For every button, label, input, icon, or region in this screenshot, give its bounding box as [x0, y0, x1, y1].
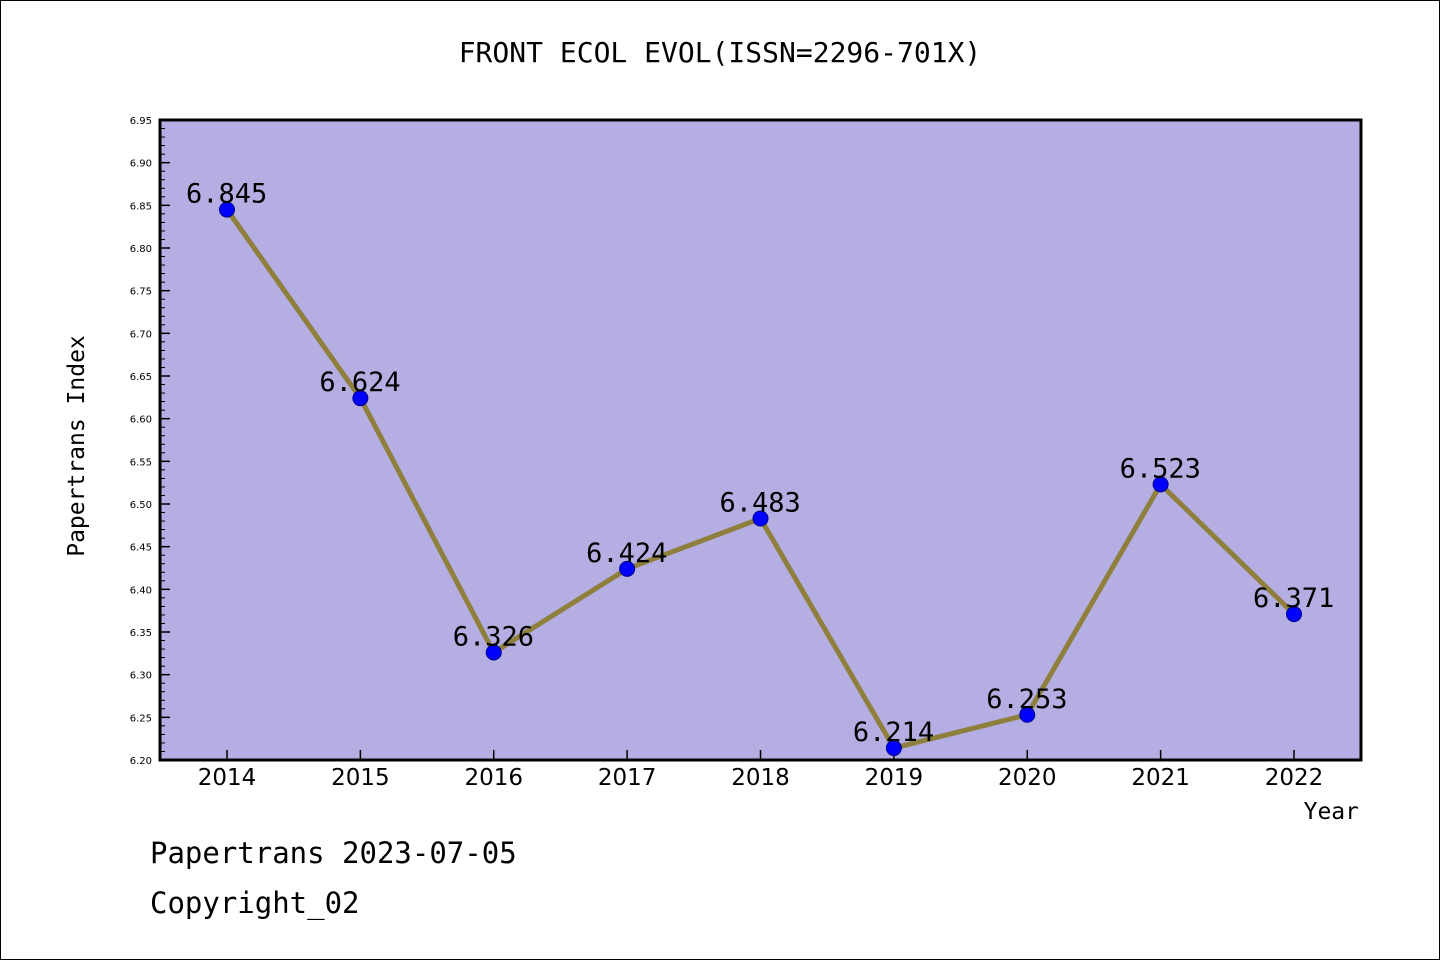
- data-label: 6.845: [186, 179, 267, 210]
- x-tick-label: 2014: [198, 765, 257, 791]
- x-tick-label: 2018: [731, 765, 790, 791]
- data-label: 6.424: [586, 538, 667, 569]
- chart-title: FRONT ECOL EVOL(ISSN=2296-701X): [458, 36, 982, 69]
- y-tick-label: 6.30: [130, 671, 152, 682]
- footer-copyright: Copyright_02: [150, 886, 360, 920]
- data-label: 6.326: [453, 621, 534, 652]
- y-tick-label: 6.50: [130, 500, 152, 511]
- data-points: [219, 201, 1302, 757]
- x-ticks: [226, 750, 1295, 760]
- y-tick-label: 6.60: [130, 415, 152, 426]
- y-tick-label: 6.75: [130, 287, 152, 298]
- y-tick-label: 6.90: [130, 159, 152, 170]
- y-tick-label: 6.20: [130, 756, 152, 767]
- y-tick-label: 6.45: [130, 543, 152, 554]
- y-tick-label: 6.25: [130, 713, 152, 724]
- x-tick-labels: 2014 2015 2016 2017 2018 2019 2020 2021 2022: [198, 765, 1324, 791]
- x-tick-label: 2016: [464, 765, 523, 791]
- x-tick-label: 2021: [1131, 765, 1190, 791]
- y-tick-label: 6.35: [130, 628, 152, 639]
- y-tick-labels: 6.20 6.25 6.30 6.35 6.40 6.45 6.50 6.55 6.60 6.65…: [130, 116, 152, 767]
- data-point: [752, 510, 769, 527]
- y-tick-label: 6.85: [130, 201, 152, 212]
- plot-border: [158, 118, 1363, 762]
- data-point: [1152, 476, 1169, 493]
- data-point: [219, 201, 235, 218]
- y-tick-label: 6.80: [130, 244, 152, 255]
- data-label: 6.483: [720, 488, 801, 519]
- data-point: [485, 644, 502, 661]
- y-tick-label: 6.55: [130, 457, 152, 468]
- x-tick-label: 2020: [998, 765, 1057, 791]
- x-tick-label: 2019: [865, 765, 924, 791]
- y-tick-label: 6.65: [130, 372, 152, 383]
- data-point: [1286, 606, 1302, 623]
- x-axis-title: Year: [1304, 799, 1359, 825]
- x-tick-label: 2022: [1265, 765, 1324, 791]
- y-tick-label: 6.40: [130, 585, 152, 596]
- data-point: [352, 390, 369, 407]
- data-label: 6.214: [853, 717, 934, 748]
- y-axis-title: Papertrans Index: [64, 335, 90, 557]
- x-tick-label: 2017: [598, 765, 657, 791]
- data-label: 6.523: [1120, 453, 1201, 484]
- data-label: 6.624: [319, 367, 400, 398]
- data-label: 6.253: [986, 684, 1067, 715]
- plot-area: [160, 120, 1361, 760]
- data-point: [885, 740, 902, 757]
- footer-date: Papertrans 2023-07-05: [150, 836, 517, 870]
- y-tick-label: 6.70: [130, 329, 152, 340]
- x-tick-label: 2015: [331, 765, 390, 791]
- data-label: 6.371: [1253, 583, 1334, 614]
- data-labels: 6.845 6.624 6.326 6.424 6.483 6.214 6.253 6.523…: [186, 179, 1334, 748]
- y-tick-label: 6.95: [130, 116, 152, 127]
- data-point: [1019, 706, 1036, 723]
- data-point: [619, 560, 636, 577]
